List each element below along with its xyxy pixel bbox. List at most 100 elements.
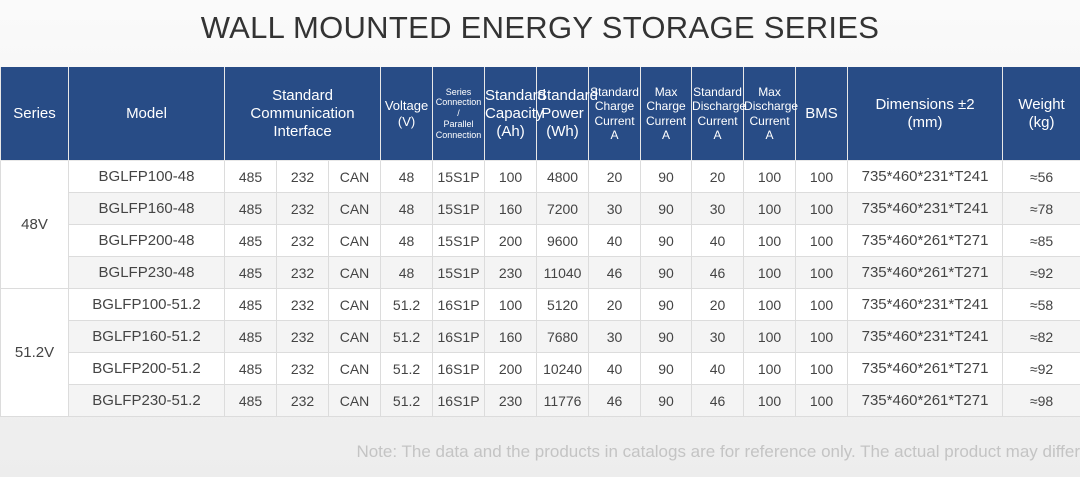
header-text: Max bbox=[758, 84, 781, 99]
header-text: Series bbox=[445, 86, 472, 97]
cell: 46 bbox=[588, 256, 642, 289]
cell: 735*460*231*T241 bbox=[847, 288, 1004, 321]
series-cell: 48V bbox=[0, 160, 69, 289]
header-text: Connection bbox=[435, 97, 482, 108]
header-text: Discharge bbox=[744, 99, 799, 114]
cell: 5120 bbox=[536, 288, 590, 321]
header-text: Interface bbox=[273, 122, 332, 140]
header-cell: BMS bbox=[795, 67, 849, 161]
cell: CAN bbox=[327, 192, 382, 225]
cell: 40 bbox=[588, 352, 642, 385]
header-cell: Voltage (V) bbox=[380, 67, 434, 161]
cell: 30 bbox=[588, 320, 642, 353]
cell: ≈92 bbox=[1002, 256, 1080, 289]
model-cell: BGLFP160-51.2 bbox=[68, 320, 225, 353]
cell: 15S1P bbox=[432, 256, 486, 289]
cell: ≈56 bbox=[1002, 160, 1080, 193]
cell: 46 bbox=[691, 256, 745, 289]
cell: 11776 bbox=[536, 384, 590, 417]
header-cell: Standard Discharge Current A bbox=[691, 67, 747, 161]
header-text: (Wh) bbox=[546, 122, 579, 140]
cell: 485 bbox=[224, 256, 277, 289]
cell: ≈98 bbox=[1002, 384, 1080, 417]
cell: CAN bbox=[327, 384, 382, 417]
cell: 30 bbox=[588, 192, 642, 225]
header-text: A bbox=[610, 127, 619, 142]
header-text: Standard bbox=[485, 86, 546, 104]
cell: 20 bbox=[588, 160, 642, 193]
cell: 485 bbox=[224, 224, 277, 257]
header-cell: Weight (kg) bbox=[1002, 67, 1080, 161]
table-row: BGLFP160-51.2 485 232 CAN 51.2 16S1P 160 7680 30… bbox=[1, 320, 1080, 353]
table-row: 51.2V BGLFP100-51.2 485 232 CAN 51.2 16S1P 100 5… bbox=[0, 288, 1080, 417]
cell: 48 bbox=[380, 256, 434, 289]
cell: 735*460*261*T271 bbox=[847, 256, 1004, 289]
model-cell: BGLFP200-51.2 bbox=[68, 352, 225, 385]
header-text: Communication bbox=[250, 104, 355, 122]
cell: 100 bbox=[795, 384, 849, 417]
cell: 485 bbox=[224, 320, 277, 353]
cell: ≈82 bbox=[1002, 320, 1080, 353]
table-row: BGLFP230-48 485 232 CAN 48 15S1P 230 11040 46 90 4… bbox=[1, 256, 1080, 289]
header-cell: Max Charge Current A bbox=[640, 67, 693, 161]
note: Note: The data and the products in catal… bbox=[356, 442, 1080, 461]
cell: 735*460*261*T271 bbox=[847, 224, 1004, 257]
header-text: / bbox=[457, 108, 460, 119]
cell: 100 bbox=[743, 384, 797, 417]
cell: 735*460*261*T271 bbox=[847, 352, 1004, 385]
header-text: A bbox=[765, 127, 774, 142]
header-text: Charge bbox=[646, 99, 686, 114]
header-text: Standard bbox=[590, 84, 639, 99]
header-cell: Standard Power (Wh) bbox=[536, 67, 598, 161]
cell: 735*460*261*T271 bbox=[847, 384, 1004, 417]
cell: 100 bbox=[743, 160, 797, 193]
cell: 90 bbox=[640, 384, 693, 417]
cell: 200 bbox=[484, 352, 538, 385]
cell: 9600 bbox=[536, 224, 590, 257]
cell: 7680 bbox=[536, 320, 590, 353]
cell: 232 bbox=[276, 224, 329, 257]
header-cell: Model bbox=[68, 67, 225, 161]
cell: 100 bbox=[795, 288, 849, 321]
cell: 232 bbox=[276, 288, 329, 321]
cell: 16S1P bbox=[432, 320, 486, 353]
header-cell: Max Discharge Current A bbox=[743, 67, 799, 161]
series-cell: 51.2V bbox=[0, 288, 69, 417]
cell: 100 bbox=[795, 256, 849, 289]
cell: 10240 bbox=[536, 352, 590, 385]
cell: 30 bbox=[691, 320, 745, 353]
cell: CAN bbox=[327, 160, 382, 193]
cell: 51.2 bbox=[380, 320, 434, 353]
header-text: A bbox=[713, 127, 722, 142]
model-cell: BGLFP230-51.2 bbox=[68, 384, 225, 417]
cell: 200 bbox=[484, 224, 538, 257]
cell: 485 bbox=[224, 160, 277, 193]
table-row: BGLFP230-51.2 485 232 CAN 51.2 16S1P 230 11776 4… bbox=[1, 384, 1080, 417]
cell: 230 bbox=[484, 256, 538, 289]
model-cell: BGLFP160-48 bbox=[68, 192, 225, 225]
cell: ≈58 bbox=[1002, 288, 1080, 321]
header-text: Discharge bbox=[692, 99, 747, 114]
header-text: Standard bbox=[537, 86, 598, 104]
cell: 48 bbox=[380, 224, 434, 257]
cell: 16S1P bbox=[432, 288, 486, 321]
cell: 232 bbox=[276, 320, 329, 353]
cell: 40 bbox=[588, 224, 642, 257]
title: WALL MOUNTED ENERGY STORAGE SERIES bbox=[200, 10, 880, 45]
cell: CAN bbox=[327, 224, 382, 257]
header-text: Voltage bbox=[384, 97, 429, 113]
header-cell: Series Connection / Parallel Connection bbox=[432, 67, 486, 161]
cell: 735*460*231*T241 bbox=[847, 320, 1004, 353]
cell: 100 bbox=[795, 320, 849, 353]
header-cell: Standard Charge Current A bbox=[588, 67, 642, 161]
cell: 485 bbox=[224, 384, 277, 417]
cell: 90 bbox=[640, 320, 693, 353]
cell: CAN bbox=[327, 288, 382, 321]
header-cell: Standard Capacity (Ah) bbox=[484, 67, 546, 161]
cell: 100 bbox=[743, 224, 797, 257]
cell: 232 bbox=[276, 352, 329, 385]
cell: 40 bbox=[691, 352, 745, 385]
spec-table: Series Model Standard Communication Interfac… bbox=[0, 67, 1080, 417]
cell: ≈92 bbox=[1002, 352, 1080, 385]
